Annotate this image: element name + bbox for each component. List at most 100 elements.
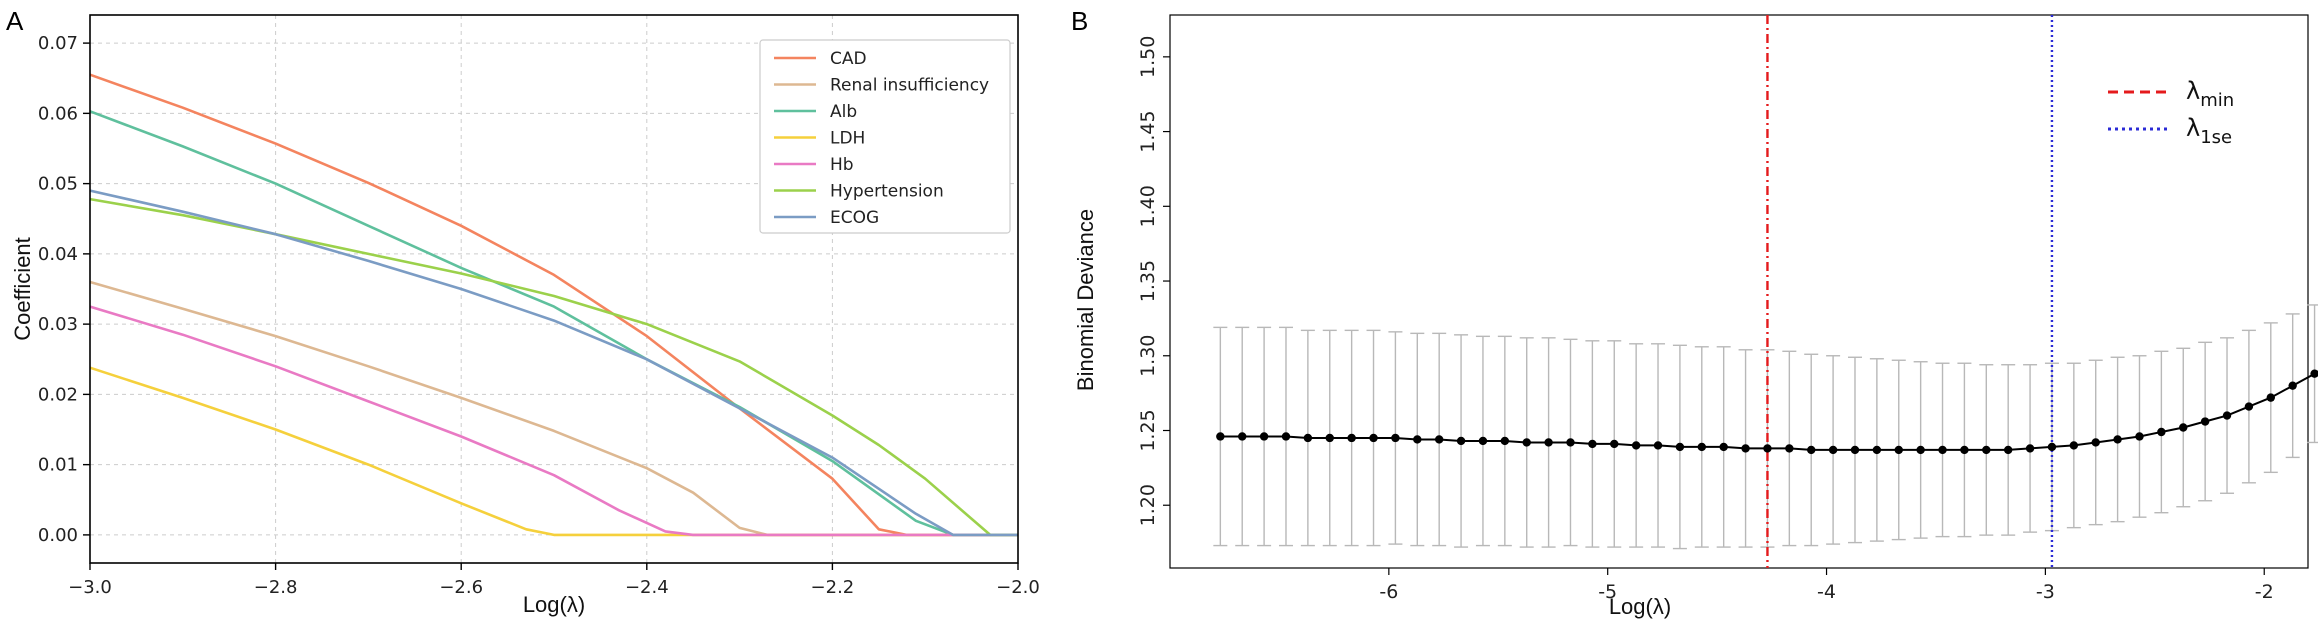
series-line-renal-insufficiency [89, 280, 1018, 537]
x-tick-label: -2 [2255, 581, 2274, 603]
deviance-point [2266, 393, 2275, 402]
panel-a-ticks: −3.0 −2.8 −2.6 −2.4 −2.2 −2.0 0.00 0.01 0.02 0.03… [38, 33, 1040, 598]
deviance-point [1456, 436, 1466, 446]
deviance-point [1413, 435, 1422, 444]
legend-label: ECOG [830, 208, 879, 228]
deviance-point [1281, 432, 1291, 441]
y-tick-label: 0.01 [38, 455, 78, 476]
series-line-alb [89, 110, 1018, 537]
deviance-point [1478, 436, 1488, 446]
x-tick-label: −2.0 [996, 577, 1040, 598]
deviance-point [2222, 411, 2232, 420]
deviance-point [1325, 433, 1334, 443]
deviance-point [1588, 439, 1597, 449]
series-line-ldh [89, 366, 1018, 537]
deviance-point [2200, 417, 2210, 426]
deviance-point [2091, 438, 2100, 447]
panel-a-letter: A [6, 6, 24, 36]
panel-b-vertical-lines [1766, 15, 2054, 568]
panel-a-x-axis-label: Log(λ) [523, 592, 585, 617]
deviance-point [1719, 442, 1728, 452]
deviance-point [1916, 445, 1925, 455]
deviance-point [1544, 438, 1553, 447]
y-tick-label: 0.03 [38, 314, 78, 335]
deviance-point [1675, 442, 1685, 452]
legend-label: Renal insufficiency [830, 76, 989, 96]
y-tick-label: 0.02 [38, 384, 78, 405]
x-tick-label: -3 [2036, 581, 2055, 603]
deviance-point [1391, 433, 1400, 443]
deviance-point [1850, 445, 1860, 455]
y-tick-label: 0.06 [38, 103, 78, 124]
x-tick-label: −2.6 [439, 577, 483, 598]
deviance-point [2113, 435, 2122, 444]
deviance-point [2157, 427, 2166, 437]
panel-a-series [89, 73, 1018, 537]
legend-label: LDH [830, 129, 865, 149]
panel-a-legend-box [759, 39, 1011, 234]
deviance-point [1741, 444, 1750, 453]
legend-label-1se: λ1se [2186, 114, 2232, 148]
deviance-point [1894, 445, 1903, 455]
deviance-point [1216, 432, 1225, 441]
deviance-point [1369, 433, 1378, 443]
y-tick-label: 1.25 [1137, 409, 1159, 451]
deviance-point [1807, 445, 1816, 455]
x-tick-label: −2.8 [254, 577, 298, 598]
deviance-point [1347, 433, 1356, 443]
deviance-point [1872, 445, 1882, 455]
deviance-curve [1220, 370, 2318, 451]
y-tick-label: 1.30 [1137, 335, 1159, 377]
legend-lambda-symbol: λ [2186, 114, 2200, 142]
panel-b-x-axis-label: Log(λ) [1609, 594, 1671, 619]
panel-a-y-axis-label: Coefficient [10, 237, 35, 341]
deviance-point [2025, 444, 2035, 453]
deviance-point [1960, 445, 1969, 455]
panel-a-legend: CAD Renal insufficiency Alb LDH Hb Hypertensi… [759, 39, 1011, 234]
legend-subscript: 1se [2200, 127, 2232, 148]
panel-b-y-axis-label: Binomial Deviance [1073, 209, 1098, 391]
y-tick-label: 0.05 [38, 174, 78, 195]
legend-lambda-symbol: λ [2186, 77, 2200, 105]
deviance-point [2310, 369, 2318, 378]
panel-b-ticks: -6 -5 -4 -3 -2 1.20 1.25 1.30 1.35 1.40 1.45 1.50 [1137, 36, 2274, 603]
deviance-point [1631, 441, 1641, 450]
panel-b-error-bars [1213, 304, 2318, 550]
y-tick-label: 0.04 [38, 244, 78, 265]
panel-b-letter: B [1071, 6, 1088, 36]
y-tick-label: 1.35 [1137, 260, 1159, 302]
deviance-point [1785, 444, 1794, 453]
series-line-cad [89, 73, 1018, 537]
deviance-point [2047, 442, 2057, 452]
deviance-point [1697, 442, 1706, 452]
panel-b-series [1216, 369, 2318, 455]
x-tick-label: -5 [1598, 581, 1617, 603]
deviance-point [1259, 432, 1269, 441]
y-tick-label: 0.00 [38, 525, 78, 546]
deviance-point [2288, 381, 2297, 390]
deviance-point [1566, 438, 1575, 447]
x-tick-label: −2.2 [811, 577, 855, 598]
series-line-hypertension [89, 197, 1018, 537]
deviance-point [1938, 445, 1947, 455]
deviance-point [2179, 423, 2188, 432]
series-line-hb [89, 305, 1018, 537]
panel-a: A −3.0 −2.8 −2.6 −2.4 −2.2 −2.0 0.00 0.01 0.02 0.… [6, 6, 1040, 617]
panel-b: B -6 -5 -4 -3 -2 1.20 1.25 1.30 1.35 1.40 1.45 1.50… [1071, 6, 2318, 619]
deviance-point [1828, 445, 1838, 455]
x-tick-label: −3.0 [68, 577, 112, 598]
x-tick-label: −2.4 [625, 577, 669, 598]
deviance-point [1653, 441, 1663, 450]
deviance-point [1303, 433, 1313, 443]
y-tick-label: 1.40 [1137, 185, 1159, 227]
deviance-point [2135, 432, 2144, 441]
panel-a-axes-frame [89, 14, 1019, 564]
deviance-point [1610, 439, 1619, 449]
legend-subscript: min [2200, 90, 2234, 111]
deviance-point [1763, 444, 1772, 453]
deviance-point [1982, 445, 1991, 455]
deviance-point [2003, 445, 2013, 455]
legend-label-min: λmin [2186, 77, 2234, 111]
